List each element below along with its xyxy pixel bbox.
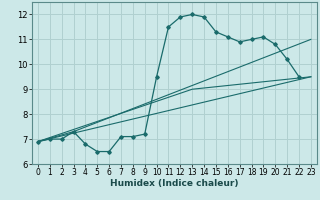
X-axis label: Humidex (Indice chaleur): Humidex (Indice chaleur) xyxy=(110,179,239,188)
